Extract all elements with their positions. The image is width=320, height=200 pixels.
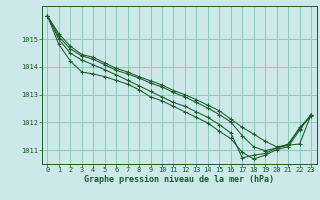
- X-axis label: Graphe pression niveau de la mer (hPa): Graphe pression niveau de la mer (hPa): [84, 175, 274, 184]
